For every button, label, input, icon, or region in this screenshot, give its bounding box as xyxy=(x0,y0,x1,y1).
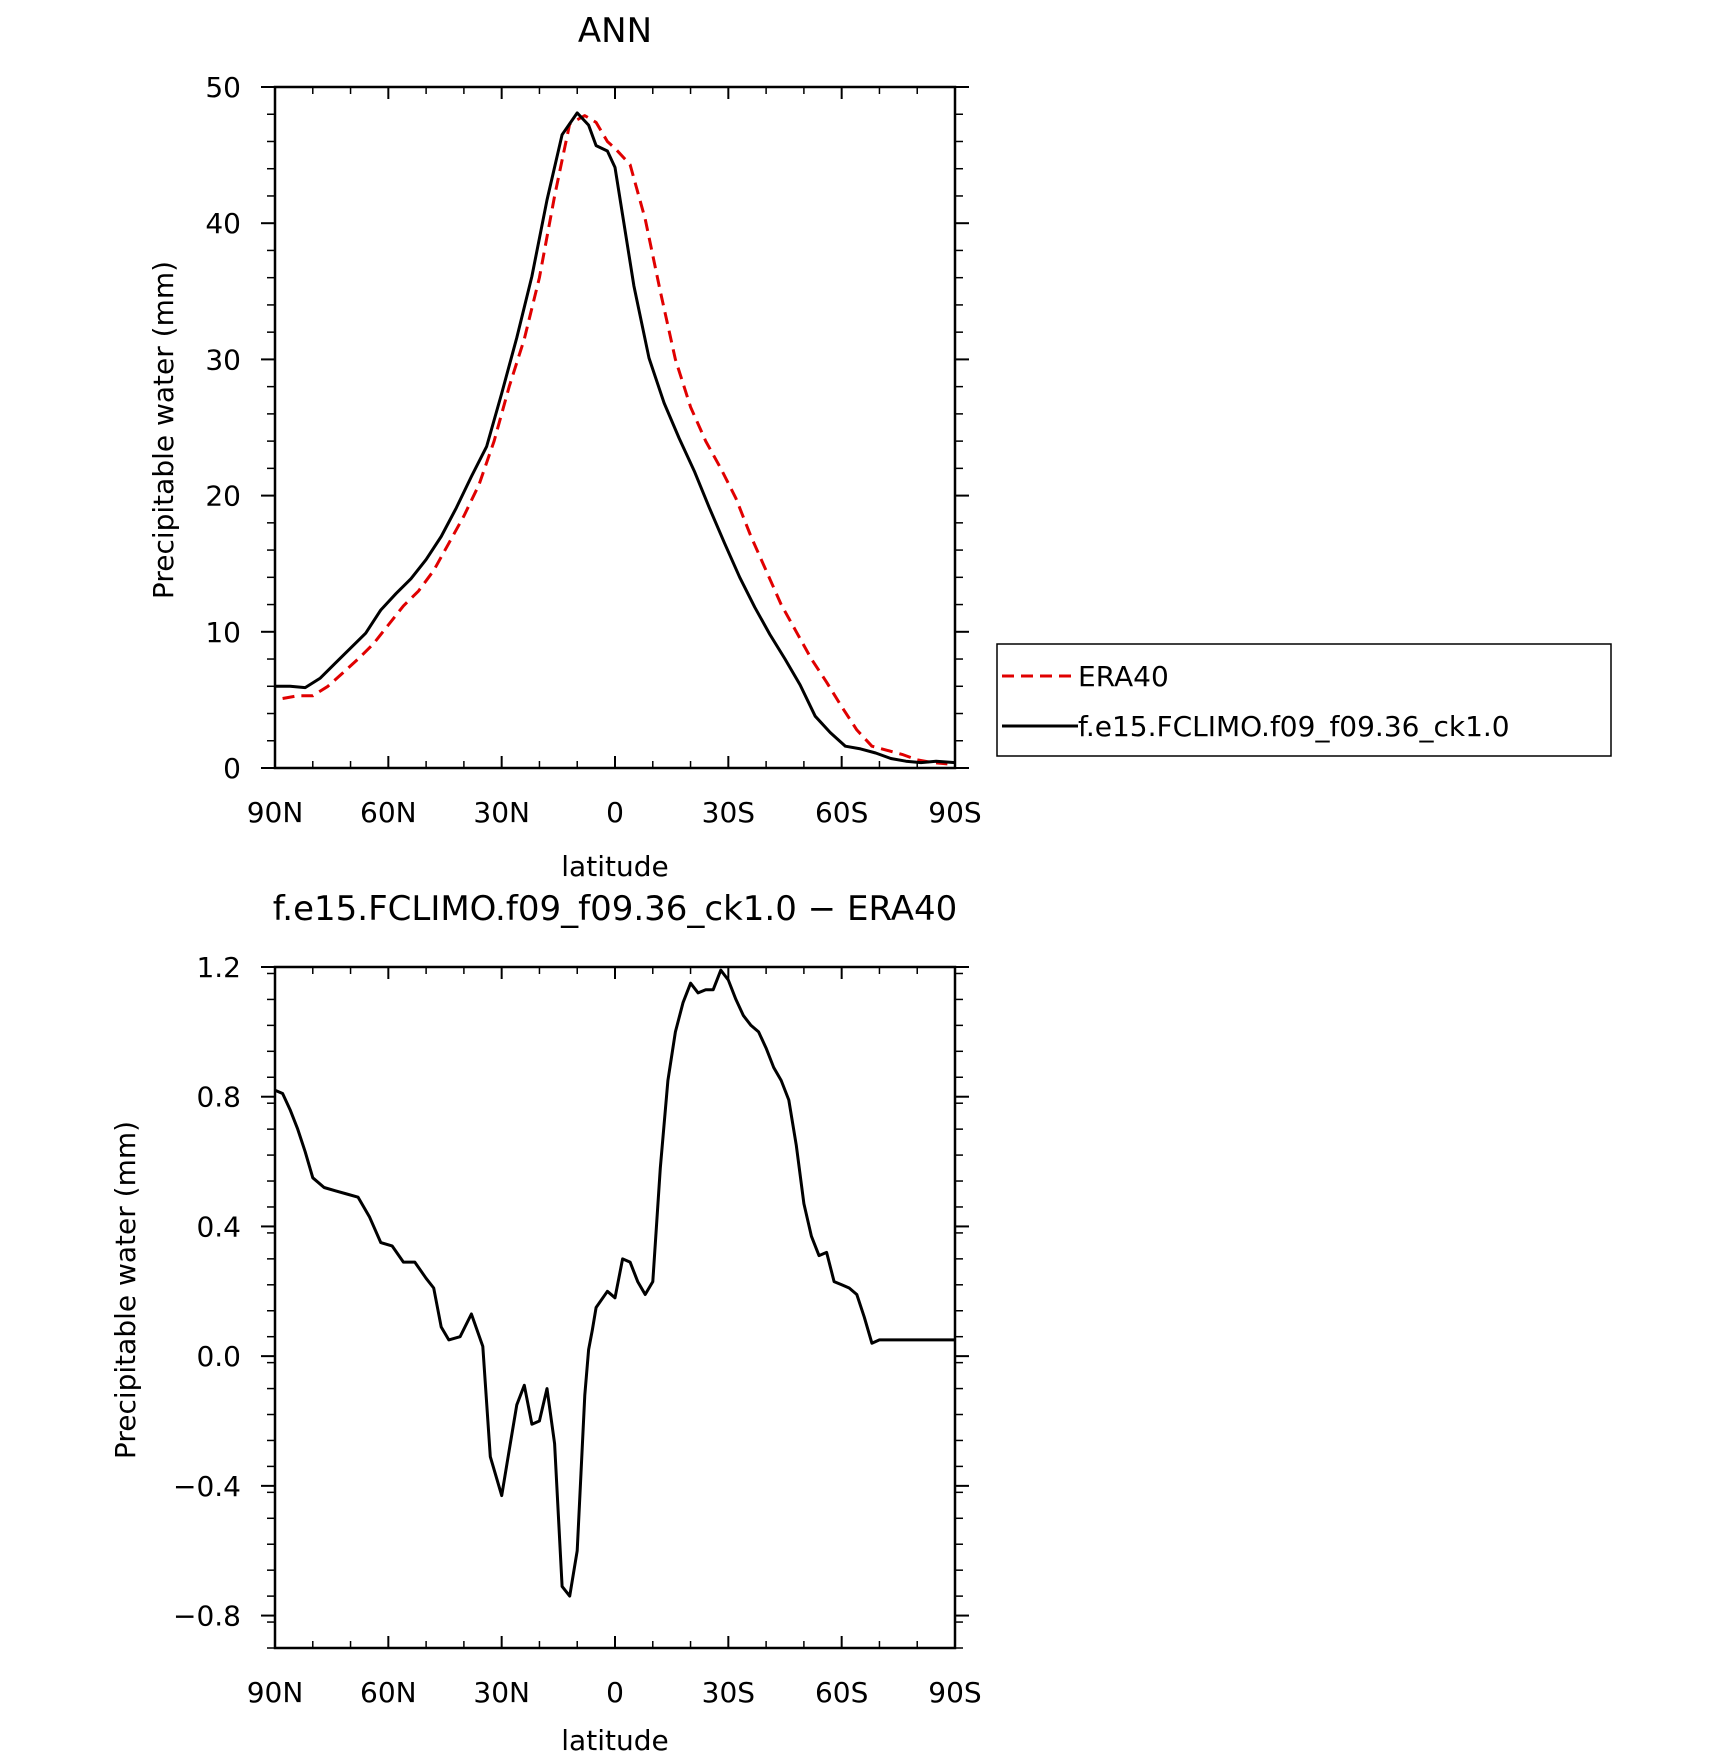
bottom-plot: f.e15.FCLIMO.f09_f09.36_ck1.0 − ERA40 90… xyxy=(109,889,982,1757)
top-plot-legend: ERA40 f.e15.FCLIMO.f09_f09.36_ck1.0 xyxy=(996,643,1612,757)
bottom-plot-ticks: 90N 60N 30N 0 30S 60S 90S 1.2 0.8 0.4 0.0 −0.4 −0.8 xyxy=(173,951,982,1709)
top-x-tick-label: 90N xyxy=(247,796,304,829)
bottom-x-tick-label: 0 xyxy=(606,1676,624,1709)
bottom-plot-title: f.e15.FCLIMO.f09_f09.36_ck1.0 − ERA40 xyxy=(273,889,957,929)
bottom-series-line-0 xyxy=(274,968,955,1598)
legend-model-label: f.e15.FCLIMO.f09_f09.36_ck1.0 xyxy=(1078,710,1510,743)
top-y-tick-label: 20 xyxy=(205,480,241,513)
bottom-plot-x-axis-title: latitude xyxy=(561,1724,668,1756)
top-plot: ANN 90N 60N 30N 0 30S 60S 90S 0 10 20 30 40 50 latit… xyxy=(147,11,982,883)
top-x-tick-label: 30N xyxy=(473,796,530,829)
bottom-x-tick-label: 30N xyxy=(473,1676,530,1709)
top-x-tick-label: 30S xyxy=(702,796,755,829)
top-plot-title: ANN xyxy=(578,11,652,51)
top-y-tick-label: 0 xyxy=(223,752,241,785)
bottom-y-tick-label: 0.4 xyxy=(196,1210,241,1243)
top-x-tick-label: 60S xyxy=(815,796,868,829)
bottom-y-tick-label: −0.4 xyxy=(173,1470,241,1503)
bottom-y-tick-label: −0.8 xyxy=(173,1600,241,1633)
bottom-y-tick-label: 0.8 xyxy=(196,1081,241,1114)
bottom-plot-series xyxy=(274,968,955,1598)
bottom-x-tick-label: 60N xyxy=(360,1676,417,1709)
bottom-x-tick-label: 90N xyxy=(247,1676,304,1709)
top-x-tick-label: 0 xyxy=(606,796,624,829)
legend-era40-label: ERA40 xyxy=(1078,660,1169,693)
bottom-plot-y-axis-title: Precipitable water (mm) xyxy=(109,1121,142,1459)
top-plot-ticks: 90N 60N 30N 0 30S 60S 90S 0 10 20 30 40 50 xyxy=(205,71,981,829)
top-plot-series xyxy=(275,111,956,766)
top-series-line-0 xyxy=(282,114,948,766)
top-y-tick-label: 10 xyxy=(205,616,241,649)
top-series-line-1 xyxy=(275,111,956,765)
top-x-tick-label: 90S xyxy=(928,796,981,829)
bottom-plot-frame xyxy=(273,965,957,1650)
top-plot-y-axis-title: Precipitable water (mm) xyxy=(147,261,180,599)
top-plot-frame xyxy=(273,85,957,770)
bottom-x-tick-label: 90S xyxy=(928,1676,981,1709)
top-x-tick-label: 60N xyxy=(360,796,417,829)
top-y-tick-label: 50 xyxy=(205,71,241,104)
bottom-x-tick-label: 60S xyxy=(815,1676,868,1709)
bottom-y-tick-label: 1.2 xyxy=(196,951,241,984)
top-plot-x-axis-title: latitude xyxy=(561,850,668,883)
top-y-tick-label: 30 xyxy=(205,343,241,376)
bottom-y-tick-label: 0.0 xyxy=(196,1340,241,1373)
legend-box xyxy=(996,643,1612,757)
top-y-tick-label: 40 xyxy=(205,207,241,240)
bottom-x-tick-label: 30S xyxy=(702,1676,755,1709)
